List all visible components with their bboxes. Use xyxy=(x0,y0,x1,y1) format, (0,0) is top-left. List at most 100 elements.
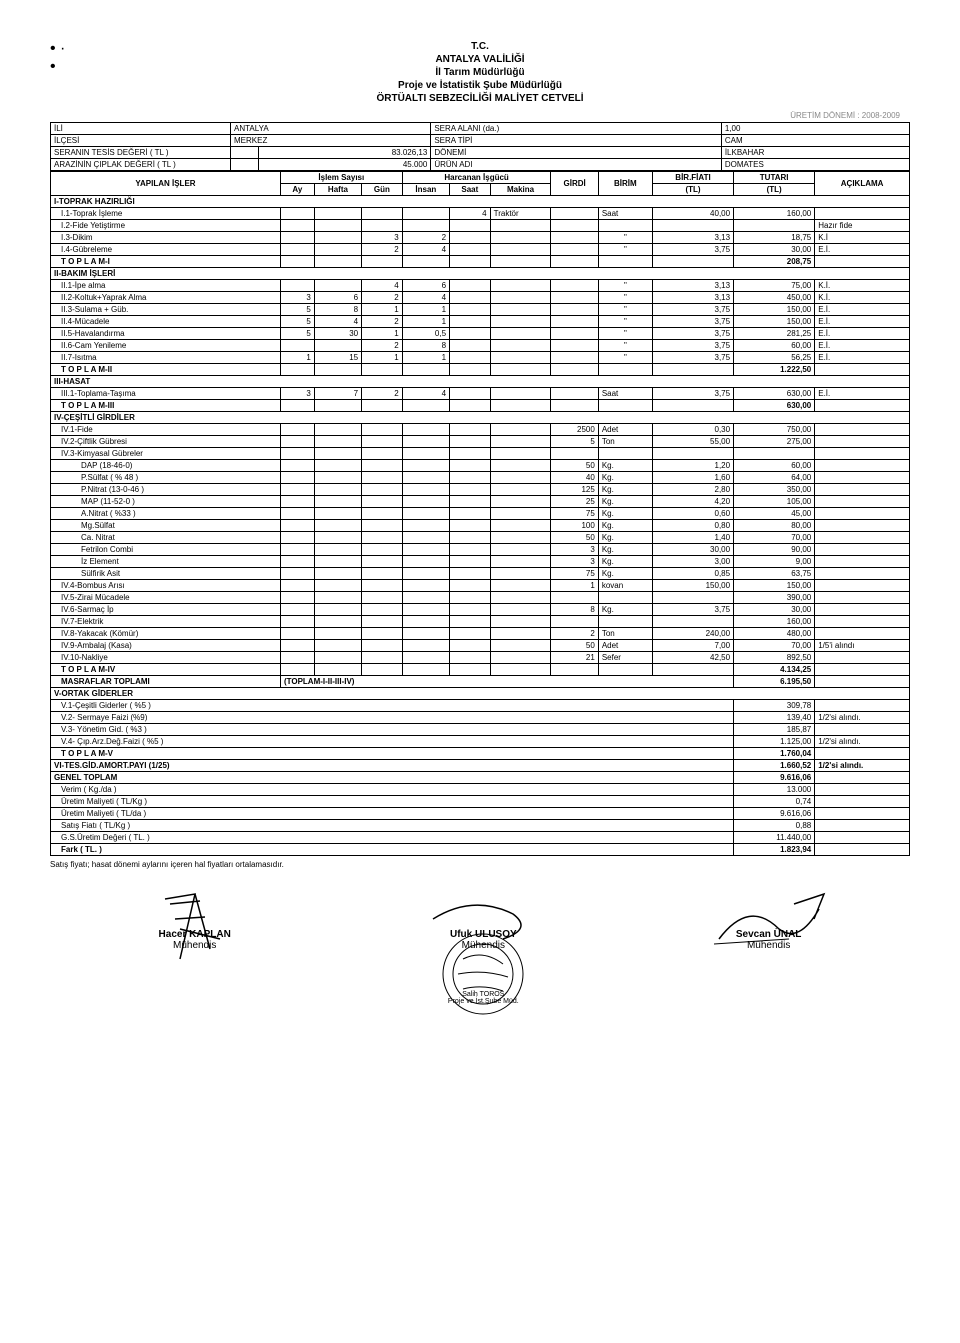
table-row: I.2-Fide YetiştirmeHazır fide xyxy=(51,220,910,232)
tip-value: CAM xyxy=(721,135,909,147)
tip-label: SERA TİPİ xyxy=(431,135,722,147)
col-islem: İşlem Sayısı xyxy=(280,172,402,184)
table-row: II.3-Sulama + Güb.5811"3,75150,00E.İ. xyxy=(51,304,910,316)
s1-title: I-TOPRAK HAZIRLIĞI xyxy=(51,196,910,208)
table-row: T O P L A M-III630,00 xyxy=(51,400,910,412)
footnote: Satış fiyatı; hasat dönemi aylarını içer… xyxy=(50,860,910,869)
signature-3: Sevcan ÜNAL Mühendis xyxy=(736,929,802,951)
s3-title: III-HASAT xyxy=(51,376,910,388)
col-gun: Gün xyxy=(362,184,403,196)
s5-title: V-ORTAK GİDERLER xyxy=(51,688,910,700)
col-tutari: TUTARI xyxy=(734,172,815,184)
col-ay: Ay xyxy=(280,184,314,196)
alan-value: 1,00 xyxy=(721,123,909,135)
table-row: DAP (18-46-0)50Kg.1,2060,00 xyxy=(51,460,910,472)
table-row: G.S.Üretim Değeri ( TL. )11.440,00 xyxy=(51,832,910,844)
table-row: II.2-Koltuk+Yaprak Alma3624"3,13450,00K.… xyxy=(51,292,910,304)
col-yapilan: YAPILAN İŞLER xyxy=(51,172,281,196)
col-saat: Saat xyxy=(450,184,491,196)
urun-value: DOMATES xyxy=(721,159,909,171)
signature-2: Ufuk ULUSOY Mühendis Salih TOROS Proje v… xyxy=(448,929,519,1005)
signature-stamp-icon xyxy=(413,889,553,1029)
col-birim: BİRİM xyxy=(598,172,652,196)
col-girdi: GİRDİ xyxy=(551,172,598,196)
table-row: IV.4-Bombus Arısı1kovan150,00150,00 xyxy=(51,580,910,592)
table-row: II.6-Cam Yenileme28"3,7560,00E.İ. xyxy=(51,340,910,352)
table-row: IV.6-Sarmaç İp8Kg.3,7530,00 xyxy=(51,604,910,616)
header-l1: T.C. xyxy=(50,40,910,53)
table-row: IV.8-Yakacak (Kömür)2Ton240,00480,00 xyxy=(51,628,910,640)
table-row: Ca. Nitrat50Kg.1,4070,00 xyxy=(51,532,910,544)
table-row: V.4- Çıp.Arz.Değ.Faizi ( %5 )1.125,001/2… xyxy=(51,736,910,748)
table-row: T O P L A M-V1.760,04 xyxy=(51,748,910,760)
table-row: P.Nitrat (13-0-46 )125Kg.2,80350,00 xyxy=(51,484,910,496)
table-row: Fark ( TL. )1.823,94 xyxy=(51,844,910,856)
table-row: IV.5-Zirai Mücadele390,00 xyxy=(51,592,910,604)
table-row: IV.2-Çiftlik Gübresi5Ton55,00275,00 xyxy=(51,436,910,448)
main-table: YAPILAN İŞLER İşlem Sayısı Harcanan İşgü… xyxy=(50,171,910,856)
table-row: Üretim Maliyeti ( TL/da )9.616,06 xyxy=(51,808,910,820)
donem-value: İLKBAHAR xyxy=(721,147,909,159)
table-row: MASRAFLAR TOPLAMI(TOPLAM-I-II-III-IV)6.1… xyxy=(51,676,910,688)
table-row: II.7-Isıtma11511"3,7556,25E.İ. xyxy=(51,352,910,364)
dots-decoration: • ·• xyxy=(50,40,65,76)
ili-label: İLİ xyxy=(51,123,231,135)
table-row: T O P L A M-IV4.134,25 xyxy=(51,664,910,676)
ilce-label: İLÇESİ xyxy=(51,135,231,147)
signature-icon xyxy=(150,889,240,969)
alan-label: SERA ALANI (da.) xyxy=(431,123,722,135)
table-row: Sülfirik Asit75Kg.0,8563,75 xyxy=(51,568,910,580)
table-row: IV.10-Nakliye21Sefer42,50892,50 xyxy=(51,652,910,664)
table-row: Üretim Maliyeti ( TL/Kg )0,74 xyxy=(51,796,910,808)
table-row: II.5-Havalandırma53010,5"3,75281,25E.İ. xyxy=(51,328,910,340)
urun-label: ÜRÜN ADI xyxy=(431,159,722,171)
table-row: T O P L A M-II1.222,50 xyxy=(51,364,910,376)
document-header: T.C. ANTALYA VALİLİĞİ İl Tarım Müdürlüğü… xyxy=(50,40,910,105)
ili-value: ANTALYA xyxy=(231,123,431,135)
header-l3: İl Tarım Müdürlüğü xyxy=(50,66,910,79)
table-row: V.2- Sermaye Faizi (%9)139,401/2'si alın… xyxy=(51,712,910,724)
table-row: A.Nitrat ( %33 )75Kg.0,6045,00 xyxy=(51,508,910,520)
table-row: IV.9-Ambalaj (Kasa)50Adet7,0070,001/5'i … xyxy=(51,640,910,652)
ilce-value: MERKEZ xyxy=(231,135,431,147)
table-row: IV.1-Fide2500Adet0,30750,00 xyxy=(51,424,910,436)
signature-icon xyxy=(709,889,829,959)
table-row: V.3- Yönetim Gid. ( %3 )185,87 xyxy=(51,724,910,736)
table-row: VI-TES.GİD.AMORT.PAYI (1/25)1.660,521/2'… xyxy=(51,760,910,772)
col-tutari2: (TL) xyxy=(734,184,815,196)
col-insan: İnsan xyxy=(402,184,449,196)
table-row: I.3-Dikim32"3,1318,75K.İ xyxy=(51,232,910,244)
col-aciklama: AÇIKLAMA xyxy=(815,172,910,196)
header-l4: Proje ve İstatistik Şube Müdürlüğü xyxy=(50,79,910,92)
table-row: MAP (11-52-0 )25Kg.4,20105,00 xyxy=(51,496,910,508)
table-row: Satış Fiatı ( TL/Kg )0,88 xyxy=(51,820,910,832)
table-row: II.1-İpe alma46"3,1375,00K.İ. xyxy=(51,280,910,292)
table-row: II.4-Mücadele5421"3,75150,00E.İ. xyxy=(51,316,910,328)
arazi-label: ARAZİNİN ÇIPLAK DEĞERİ ( TL ) xyxy=(51,159,231,171)
signature-1: Hacer KAPLAN Mühendis xyxy=(159,929,231,951)
table-row: IV.7-Elektrik160,00 xyxy=(51,616,910,628)
table-row: V.1-Çeşitli Giderler ( %5 )309,78 xyxy=(51,700,910,712)
tesis-label: SERANIN TESİS DEĞERİ ( TL ) xyxy=(51,147,231,159)
table-row: Mg.Sülfat100Kg.0,8080,00 xyxy=(51,520,910,532)
production-period: ÜRETİM DÖNEMİ : 2008-2009 xyxy=(50,111,910,120)
table-row: I.4-Gübreleme24"3,7530,00E.İ. xyxy=(51,244,910,256)
table-row: Verim ( Kg./da )13.000 xyxy=(51,784,910,796)
signatures-row: Hacer KAPLAN Mühendis Ufuk ULUSOY Mühend… xyxy=(50,929,910,1005)
table-row: T O P L A M-I208,75 xyxy=(51,256,910,268)
header-l2: ANTALYA VALİLİĞİ xyxy=(50,53,910,66)
col-harcanan: Harcanan İşgücü xyxy=(402,172,551,184)
col-hafta: Hafta xyxy=(314,184,361,196)
tesis-value: 83.026,13 xyxy=(259,147,431,159)
table-row: P.Sülfat ( % 48 )40Kg.1,6064,00 xyxy=(51,472,910,484)
col-bfiyat2: (TL) xyxy=(652,184,733,196)
table-row: GENEL TOPLAM9.616,06 xyxy=(51,772,910,784)
table-row: İz Element3Kg.3,009,00 xyxy=(51,556,910,568)
header-l5: ÖRTÜALTI SEBZECİLİĞİ MALİYET CETVELİ xyxy=(50,92,910,105)
table-row: I.1-Toprak İşleme4TraktörSaat40,00160,00 xyxy=(51,208,910,220)
arazi-value: 45.000 xyxy=(259,159,431,171)
table-row: III.1-Toplama-Taşıma3724Saat3,75630,00E.… xyxy=(51,388,910,400)
s2-title: II-BAKIM İŞLERİ xyxy=(51,268,910,280)
s4-title: IV-ÇEŞİTLİ GİRDİLER xyxy=(51,412,910,424)
col-makina: Makina xyxy=(490,184,551,196)
